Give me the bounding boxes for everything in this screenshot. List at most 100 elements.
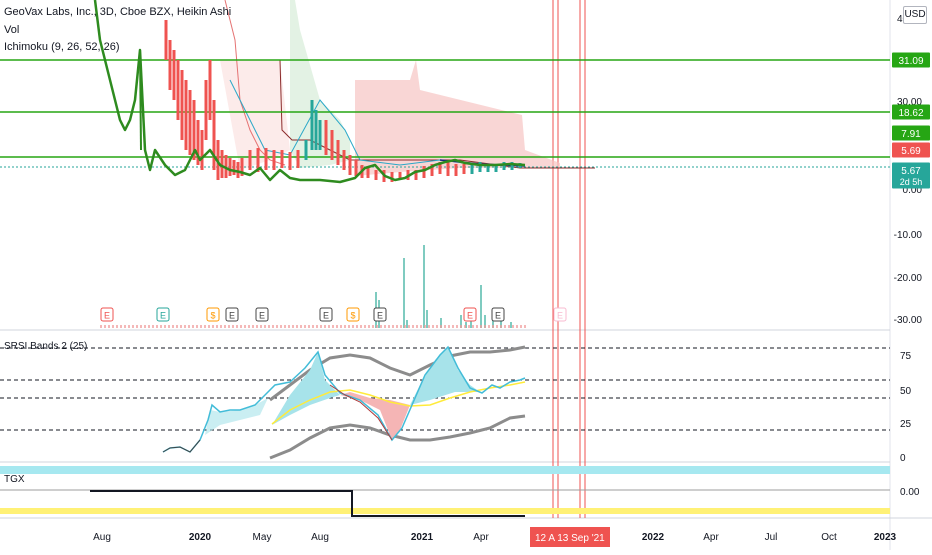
volume-bar [232, 325, 234, 328]
volume-bar [392, 325, 394, 328]
price-candle [348, 155, 352, 175]
price-candle [478, 162, 482, 172]
price-label-badge [892, 104, 930, 120]
volume-bar [260, 325, 262, 328]
price-candle [192, 100, 196, 160]
chart-title: GeoVax Labs, Inc., 3D, Cboe BZX, Heikin … [4, 6, 232, 18]
price-label-badge [892, 125, 930, 141]
volume-bar [444, 325, 446, 328]
volume-bar [468, 325, 470, 328]
volume-bar [396, 325, 398, 328]
srsi-axis-tick: 50 [900, 386, 912, 397]
volume-bar [508, 325, 510, 328]
volume-bar [480, 285, 482, 328]
srsi-line [162, 439, 201, 453]
volume-bar [308, 325, 310, 328]
event-marker [156, 307, 170, 322]
volume-bar [406, 320, 408, 328]
price-candle [240, 158, 244, 176]
time-axis-label: Aug [93, 532, 111, 543]
volume-bar [464, 325, 466, 328]
srsi-fill-bear [340, 392, 410, 440]
event-marker-label: E [229, 311, 235, 321]
price-candle [390, 172, 394, 182]
volume-bar [236, 325, 238, 328]
price-candle [280, 150, 284, 168]
price-candle [176, 60, 180, 120]
srsi-axis-tick: 75 [900, 351, 912, 362]
volume-bar [180, 325, 182, 328]
price-candle [422, 166, 426, 178]
price-candle [212, 100, 216, 170]
volume-bar [152, 325, 154, 328]
tgx-line [90, 490, 525, 517]
volume-bar [440, 318, 442, 328]
price-label-badge [892, 142, 930, 158]
volume-bar [140, 325, 142, 328]
price-candle [200, 130, 204, 170]
price-candle [462, 164, 466, 174]
volume-bar [224, 325, 226, 328]
time-axis-label: Apr [473, 532, 489, 543]
price-candle [180, 70, 184, 140]
price-candle [310, 100, 314, 150]
event-marker-label: E [467, 311, 473, 321]
price-candle [304, 140, 308, 160]
price-candle [494, 164, 498, 172]
price-candle [172, 50, 176, 100]
event-marker [225, 307, 239, 322]
volume-bar [400, 325, 402, 328]
volume-bar [128, 325, 130, 328]
price-candle [188, 90, 192, 155]
volume-bar [372, 325, 374, 328]
tgx-axis-tick: 0.00 [900, 487, 920, 498]
price-candle [342, 150, 346, 170]
srsi-pane-title: SRSI Bands 2 (25) [4, 341, 87, 352]
volume-bar [252, 325, 254, 328]
volume-bar [264, 325, 266, 328]
volume-bar [440, 325, 442, 328]
volume-bar [268, 325, 270, 328]
time-axis-label: 2020 [189, 532, 212, 543]
price-candle [224, 155, 228, 178]
volume-bar [380, 325, 382, 328]
main-axis-tick: 30.00 [897, 97, 922, 108]
volume-bar [160, 325, 162, 328]
volume-bar [136, 325, 138, 328]
price-candle [454, 164, 458, 176]
price-candle [232, 160, 236, 175]
volume-bar [220, 325, 222, 328]
price-candle [330, 130, 334, 160]
volume-bar [520, 325, 522, 328]
volume-bar [212, 325, 214, 328]
event-marker [319, 307, 333, 322]
volume-bar [184, 325, 186, 328]
volume-bar [316, 325, 318, 328]
volume-bar [148, 325, 150, 328]
volume-bar [188, 325, 190, 328]
volume-bar [470, 320, 472, 328]
volume-bar [460, 325, 462, 328]
volume-bar [168, 325, 170, 328]
event-marker [491, 307, 505, 322]
volume-bar [172, 325, 174, 328]
time-axis-label: May [253, 532, 272, 543]
volume-bar [204, 325, 206, 328]
price-candle [168, 40, 172, 90]
volume-bar [284, 325, 286, 328]
volume-bar [524, 325, 526, 328]
volume-bar [384, 325, 386, 328]
volume-bar [368, 325, 370, 328]
event-marker-label: E [259, 311, 265, 321]
main-axis-tick: 0.00 [903, 185, 923, 196]
time-marker-label: 12 A [535, 533, 555, 544]
event-marker-label: $ [210, 311, 215, 321]
price-candle [336, 140, 340, 165]
volume-bar [200, 325, 202, 328]
volume-bar [423, 245, 425, 328]
volume-bar [144, 325, 146, 328]
main-axis-tick: -20.00 [894, 273, 923, 284]
currency-button[interactable]: USD [903, 6, 927, 24]
